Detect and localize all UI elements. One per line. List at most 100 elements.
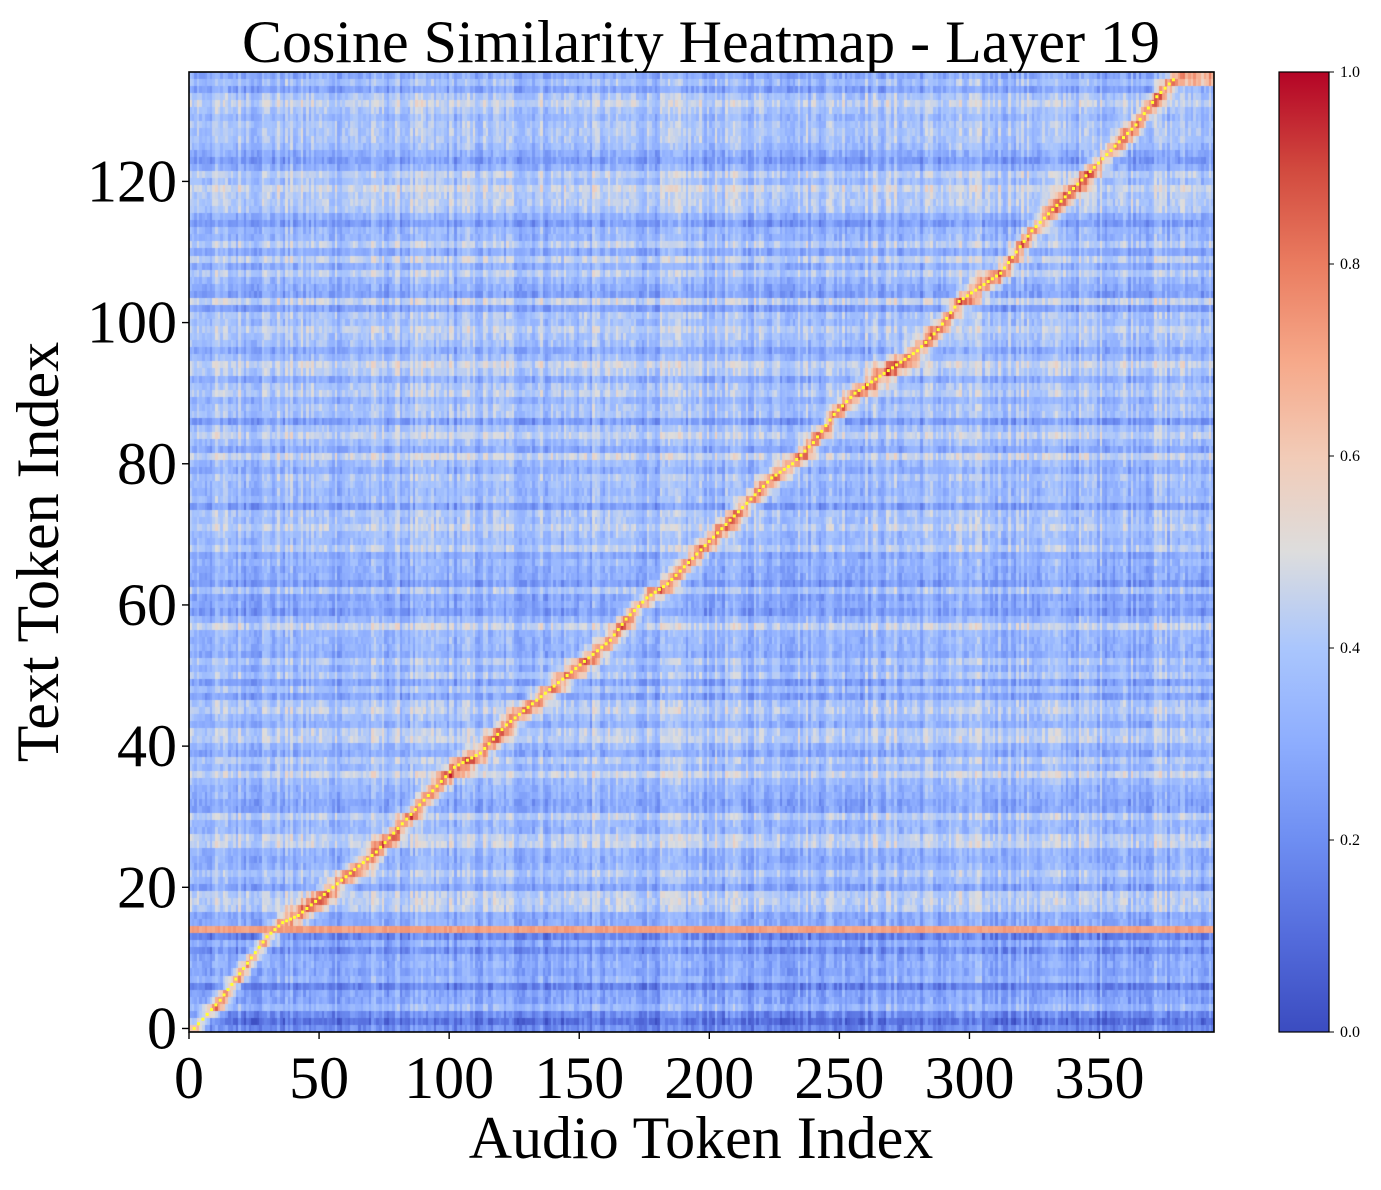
path-point [234,977,238,981]
path-point [582,659,586,663]
x-tick-label: 200 [664,1045,754,1111]
path-point [422,798,426,802]
path-point [226,988,230,992]
path-point [911,352,915,356]
colorbar: 0.0 0.2 0.4 0.6 0.8 1.0 [1278,64,1360,1041]
path-point [327,889,331,893]
path-point [924,340,928,344]
y-tick-label: 80 [117,431,177,497]
path-point [565,674,569,677]
path-point [974,288,978,292]
path-point [461,761,465,765]
path-point [782,467,786,471]
path-point [587,656,591,660]
path-point [620,622,624,626]
path-point [953,305,957,309]
path-point [318,896,322,900]
y-tick-label: 100 [87,290,177,356]
path-point [277,924,281,928]
path-point [222,993,226,997]
path-point [281,921,285,925]
path-point [305,907,309,910]
path-point [608,638,612,642]
path-point [870,380,874,384]
path-point [439,779,443,783]
path-point [799,453,803,457]
path-point [1167,82,1171,86]
path-point [628,613,632,617]
path-point [205,1012,209,1016]
path-point [379,845,383,849]
path-point [1003,266,1007,270]
path-point [766,480,770,484]
colorbar-tick-label: 0.2 [1340,832,1360,849]
path-point [866,383,869,387]
path-point [578,663,582,667]
x-axis-ticks: 0 50 100 150 200 250 300 350 [174,1032,1145,1111]
path-point [886,369,890,373]
path-point [795,458,799,461]
path-point [435,784,439,788]
heatmap-image [189,72,1214,1032]
path-point [666,582,670,586]
path-point [285,919,289,923]
path-point [535,698,539,702]
path-point [849,395,853,399]
path-point [366,857,370,861]
path-point [604,642,608,646]
path-point [811,441,815,445]
path-point [986,280,990,284]
path-point [370,854,374,857]
path-point [474,754,478,757]
path-point [1163,86,1167,90]
y-tick-label: 120 [87,148,177,214]
path-point [841,404,844,408]
path-point [816,435,819,439]
path-point [548,688,552,692]
path-point [1063,195,1067,199]
path-point [624,617,628,621]
colorbar-tick-label: 0.4 [1340,640,1360,657]
path-point [457,763,461,767]
path-point [1134,123,1138,127]
path-point [496,732,500,736]
path-point [682,565,686,569]
x-tick-label: 300 [924,1045,1014,1111]
path-point [340,878,344,882]
path-point [1010,255,1014,259]
path-point [1047,212,1050,216]
path-point [353,868,357,872]
path-point [522,709,526,713]
y-tick-label: 60 [117,572,177,638]
path-point [574,667,578,670]
path-point [1151,100,1155,104]
heatmap-cells [189,72,1214,1032]
path-point [1059,199,1063,203]
y-axis-ticks: 0 20 40 60 80 100 120 [87,148,189,1061]
path-point [824,424,828,428]
path-point [1038,220,1042,224]
path-point [1105,153,1109,157]
path-point [724,523,728,526]
path-point [845,400,849,404]
path-point [1159,91,1163,94]
path-point [1007,261,1010,265]
path-point [728,518,732,522]
path-point [720,527,724,531]
path-point [1117,140,1121,144]
path-point [292,915,296,919]
path-point [444,775,448,779]
path-point [653,590,657,594]
path-point [361,861,365,865]
y-tick-label: 0 [147,995,177,1061]
path-point [261,940,265,944]
path-point [1080,178,1084,182]
path-point [832,412,836,416]
path-point [448,770,452,774]
path-point [978,285,982,289]
x-tick-label: 0 [174,1045,204,1111]
y-tick-label: 20 [117,854,177,920]
path-point [242,967,246,970]
